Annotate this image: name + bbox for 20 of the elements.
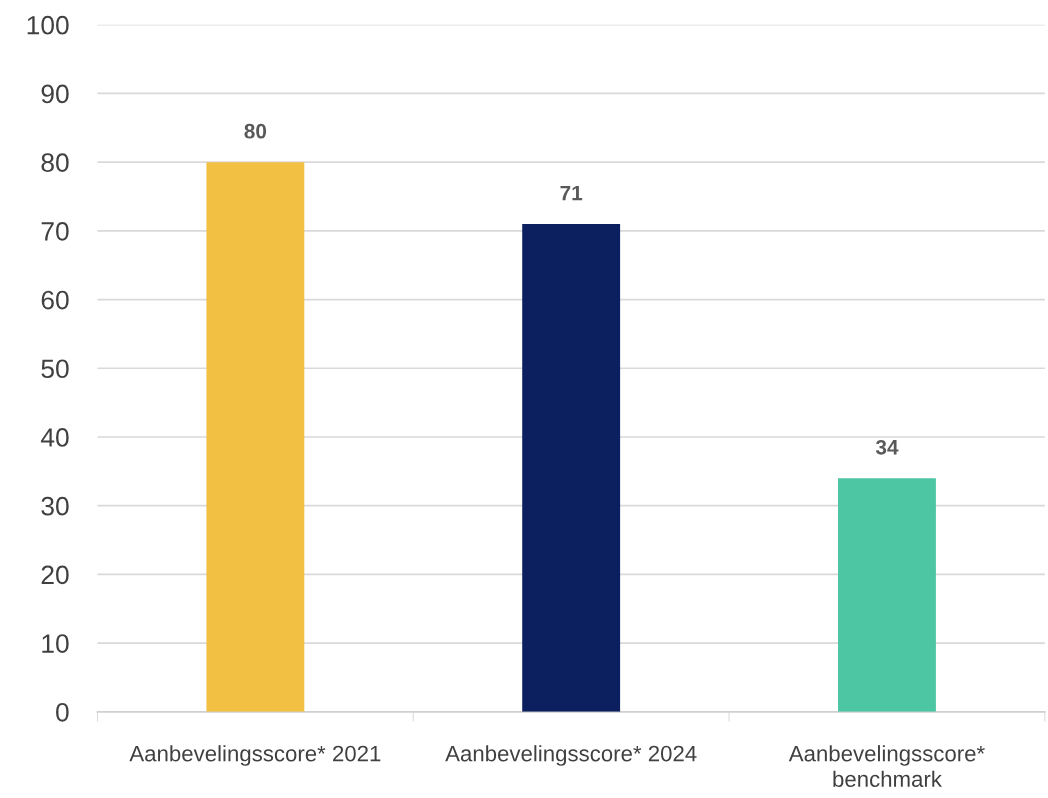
- y-tick-label: 10: [42, 634, 69, 653]
- y-tick-label: 70: [41, 222, 69, 241]
- y-tick-label: 100: [27, 15, 69, 35]
- y-tick-label: 30: [41, 496, 69, 516]
- y-tick-label: 50: [41, 359, 69, 379]
- data-label: 71: [560, 185, 583, 201]
- data-label: 80: [244, 123, 267, 139]
- x-tick-label: Aanbevelingsscore* 2021: [129, 745, 381, 766]
- data-label: 34: [875, 439, 899, 455]
- x-tick-label: Aanbevelingsscore* 2024: [445, 745, 697, 766]
- y-tick-label: 60: [41, 290, 69, 310]
- bar: [838, 478, 936, 712]
- y-tick-label: 80: [41, 153, 69, 172]
- y-tick-label: 40: [40, 428, 69, 447]
- y-tick-label: 20: [41, 565, 69, 585]
- y-tick-label: 90: [41, 84, 69, 104]
- y-tick-label: 0: [56, 702, 69, 722]
- bar: [522, 223, 621, 712]
- x-tick-label: Aanbevelingsscore* benchmark: [788, 745, 985, 788]
- bar: [206, 162, 305, 712]
